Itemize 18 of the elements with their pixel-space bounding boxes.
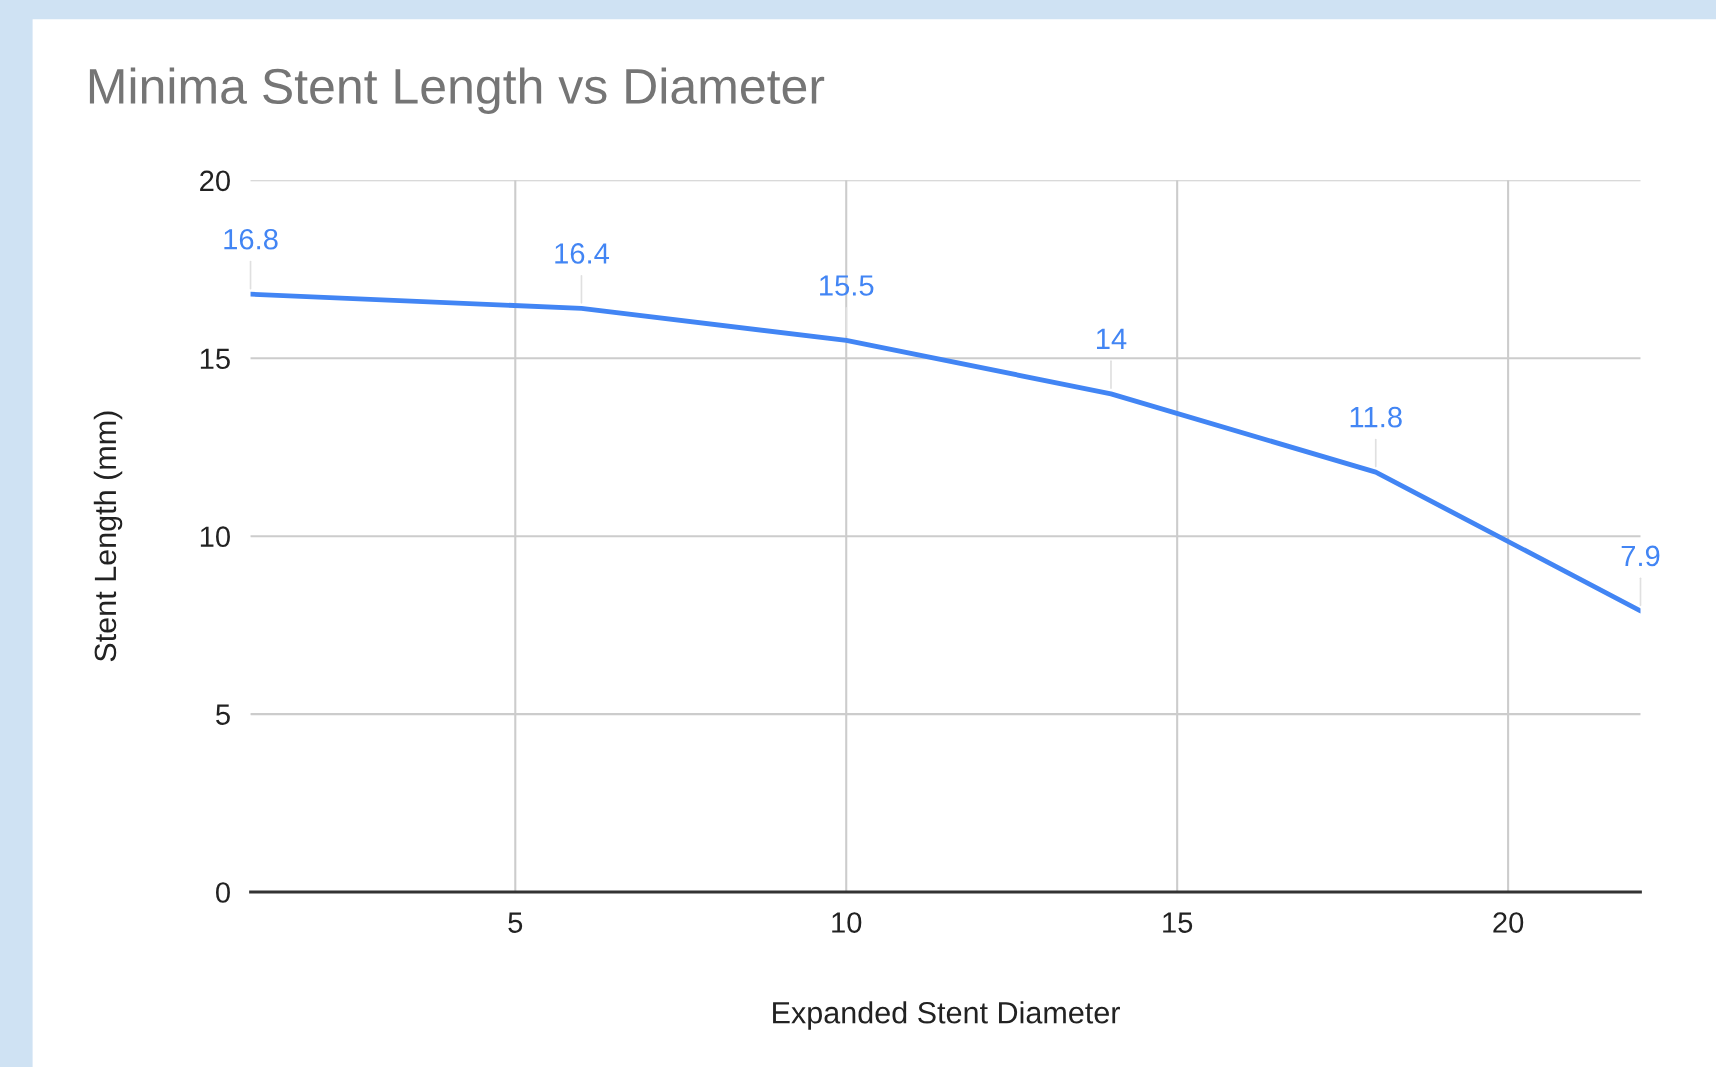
y-tick-label: 10	[200, 526, 230, 548]
y-tick-label: 5	[216, 704, 230, 725]
x-tick-label: 20	[1493, 912, 1524, 933]
y-tick-label: 20	[200, 170, 230, 192]
data-label: 16.4	[555, 243, 610, 264]
y-tick-label: 0	[216, 882, 230, 903]
data-label: 15.5	[820, 275, 874, 296]
x-tick-label: 15	[1163, 912, 1193, 933]
data-label: 14	[1096, 328, 1127, 349]
data-label: 11.8	[1350, 406, 1402, 428]
x-tick-label: 10	[832, 912, 862, 933]
x-axis-title: Expanded Stent Diameter	[773, 1001, 1120, 1030]
data-label: 16.8	[224, 228, 278, 250]
chart-title: Minima Stent Length vs Diameter	[89, 67, 825, 114]
y-axis-title: Stent Length (mm)	[93, 411, 123, 662]
x-tick-label: 5	[508, 912, 523, 933]
y-tick-label: 15	[200, 348, 230, 370]
data-label: 7.9	[1621, 545, 1660, 567]
